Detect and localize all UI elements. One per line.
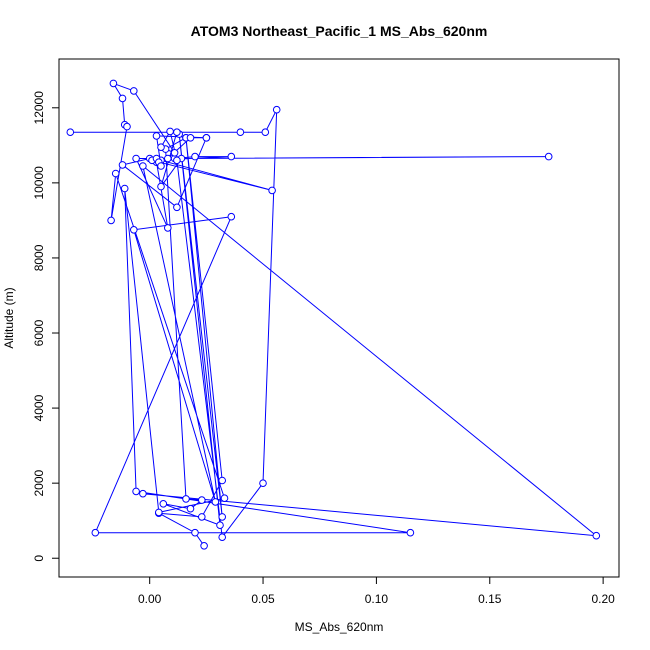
data-point [164, 224, 172, 232]
y-tick-label: 4000 [32, 394, 46, 421]
data-point [198, 496, 206, 504]
data-point [139, 489, 147, 498]
data-point [218, 533, 226, 542]
data-point [139, 162, 147, 170]
y-tick-label: 10000 [32, 166, 46, 200]
data-point [157, 182, 165, 191]
data-point [118, 161, 127, 169]
data-point [130, 87, 138, 95]
data-point [191, 152, 199, 161]
data-point [132, 154, 140, 163]
y-tick-label: 8000 [32, 244, 46, 271]
data-point [166, 127, 174, 136]
data-point [155, 508, 163, 517]
x-tick-label: 0.15 [478, 592, 502, 606]
data-point [268, 186, 276, 195]
x-axis: 0.00 0.05 0.10 0.15 0.20 [138, 576, 615, 606]
data-point [236, 128, 245, 136]
data-series [66, 79, 601, 550]
data-point [186, 504, 195, 513]
data-point [191, 528, 199, 537]
data-point [259, 479, 267, 488]
data-point [218, 513, 226, 521]
data-point [186, 134, 195, 142]
data-point [107, 216, 115, 225]
data-point [211, 498, 220, 506]
y-tick-label: 12000 [32, 91, 46, 125]
data-point [111, 169, 120, 178]
x-tick-label: 0.00 [138, 592, 162, 606]
data-point [120, 184, 129, 193]
data-point [118, 94, 127, 103]
x-axis-label: MS_Abs_620nm [295, 620, 384, 634]
data-point [220, 494, 229, 503]
data-point [173, 203, 181, 212]
data-point [157, 162, 165, 170]
y-axis: 0 2000 4000 6000 8000 10000 12000 [32, 91, 60, 562]
data-point [170, 149, 179, 157]
data-point [159, 500, 168, 508]
data-point [132, 487, 140, 496]
data-point [130, 226, 138, 234]
data-point [91, 528, 100, 537]
data-point [227, 212, 236, 221]
data-point [202, 134, 211, 142]
x-tick-label: 0.05 [251, 592, 275, 606]
x-tick-label: 0.10 [365, 592, 389, 606]
data-point [164, 154, 172, 163]
y-tick-label: 6000 [32, 319, 46, 346]
data-point [272, 105, 281, 114]
data-point [216, 521, 224, 530]
data-point [227, 152, 236, 161]
data-point [152, 132, 161, 140]
data-point [157, 143, 165, 151]
data-point [198, 513, 206, 521]
data-point [109, 79, 118, 88]
y-tick-label: 0 [32, 555, 46, 562]
data-point [182, 495, 190, 503]
y-axis-label: Altitude (m) [2, 287, 16, 348]
x-tick-label: 0.20 [591, 592, 615, 606]
chart-title: ATOM3 Northeast_Pacific_1 MS_Abs_620nm [191, 23, 488, 39]
data-point [261, 128, 270, 136]
data-point [544, 152, 553, 161]
data-point [173, 156, 181, 165]
data-point [123, 122, 131, 131]
data-point [200, 542, 208, 550]
data-point [406, 528, 415, 537]
data-point [173, 128, 181, 136]
data-point [218, 476, 226, 485]
data-point [592, 531, 601, 540]
y-tick-label: 2000 [32, 469, 46, 496]
data-point [66, 128, 75, 136]
